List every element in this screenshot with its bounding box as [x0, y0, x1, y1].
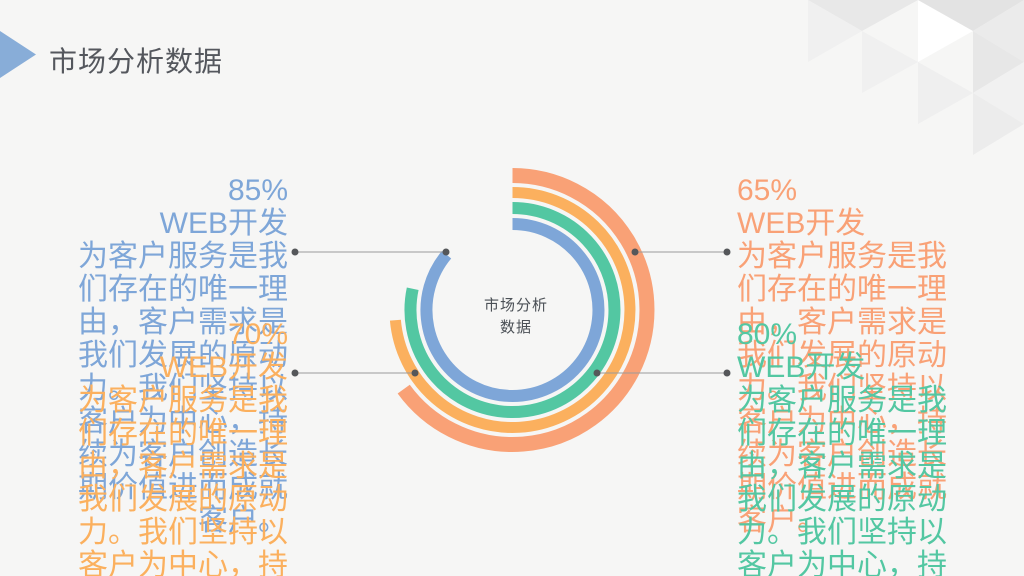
connector-dot — [291, 248, 299, 256]
callout-percent: 70% — [227, 318, 288, 351]
chart-center-label-line2: 数据 — [499, 319, 532, 336]
callout-80-percent: 80% WEB开发 为客户服务是我们存在的唯一理由，客户需求是我们发展的原动力。… — [737, 318, 952, 576]
callout-70-percent: 70% WEB开发 为客户服务是我们存在的唯一理由，客户需求是我们发展的原动力。… — [73, 318, 288, 576]
callout-percent: 85% — [227, 174, 288, 207]
callout-percent: 80% — [737, 318, 798, 351]
callout-subtitle: WEB开发 — [737, 207, 866, 240]
connector-dot — [631, 248, 639, 256]
callout-body-text: 为客户服务是我们存在的唯一理由，客户需求是我们发展的原动力。我们坚持以客户为中心… — [78, 240, 288, 537]
callout-connectors — [291, 248, 731, 377]
connector-dot — [593, 369, 601, 377]
callout-65-percent: 65% WEB开发 为客户服务是我们存在的唯一理由，客户需求是我们发展的原动力。… — [737, 174, 952, 537]
callout-body-text: 为客户服务是我们存在的唯一理由，客户需求是我们发展的原动力。我们坚持以客户为中心… — [737, 240, 947, 537]
connector-dot — [723, 248, 731, 256]
chart-ring-70 — [389, 187, 636, 433]
callout-subtitle: WEB开发 — [737, 351, 866, 384]
connector-dot — [411, 369, 419, 377]
chart-ring-80 — [404, 202, 621, 418]
callout-body-text: 为客户服务是我们存在的唯一理由，客户需求是我们发展的原动力。我们坚持以客户为中心… — [737, 384, 947, 576]
callout-85-percent: 85% WEB开发 为客户服务是我们存在的唯一理由，客户需求是我们发展的原动力。… — [73, 174, 288, 537]
chart-center-label: 市场分析 数据 — [436, 295, 596, 339]
connector-dot — [291, 369, 299, 377]
page-title: 市场分析数据 — [49, 46, 224, 77]
callout-body-text: 为客户服务是我们存在的唯一理由，客户需求是我们发展的原动力。我们坚持以客户为中心… — [78, 384, 288, 576]
chart-ring-85 — [420, 218, 605, 402]
callout-percent: 65% — [737, 174, 798, 207]
chart-rings — [389, 168, 655, 452]
connector-dot — [442, 248, 450, 256]
callout-subtitle: WEB开发 — [159, 207, 288, 240]
chart-center-label-line1: 市场分析 — [483, 297, 548, 314]
connector-dot — [723, 369, 731, 377]
chart-ring-65 — [397, 168, 655, 452]
callout-subtitle: WEB开发 — [159, 351, 288, 384]
